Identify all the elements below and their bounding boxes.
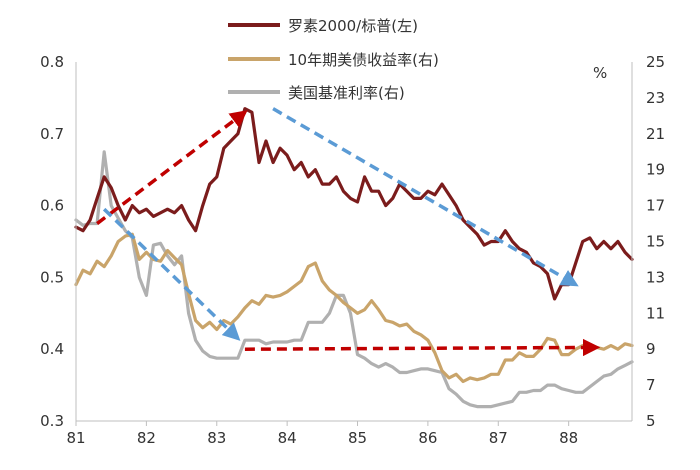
right-axis-tick-label: 25 xyxy=(646,53,665,71)
trend-arrow-3 xyxy=(244,338,601,357)
x-axis-tick-label: 82 xyxy=(137,429,156,447)
legend-label-russell-sp: 罗素2000/标普(左) xyxy=(288,17,418,35)
legend-item-10y-yield[interactable]: 10年期美债收益率(右) xyxy=(228,51,439,69)
x-axis-tick-label: 87 xyxy=(489,429,508,447)
series-layer xyxy=(74,107,634,409)
series-line-1 xyxy=(74,232,634,384)
x-axis-tick-label: 83 xyxy=(207,429,226,447)
right-axis-tick-label: 5 xyxy=(646,412,656,430)
legend: 罗素2000/标普(左) 10年期美债收益率(右) 美国基准利率(右) xyxy=(228,17,439,102)
series-line-0 xyxy=(74,107,634,301)
right-axis-tick-label: 23 xyxy=(646,89,665,107)
left-axis-tick-label: 0.4 xyxy=(40,340,64,358)
right-axis-tick-label: 7 xyxy=(646,376,656,394)
left-axis-tick-label: 0.6 xyxy=(40,197,64,215)
trend-arrow-1 xyxy=(272,107,579,287)
left-axis-tick-label: 0.8 xyxy=(40,53,64,71)
right-axis-tick-label: 17 xyxy=(646,197,665,215)
left-axis-tick-label: 0.5 xyxy=(40,268,64,286)
right-axis-tick-label: 9 xyxy=(646,340,656,358)
right-axis-tick-label: 13 xyxy=(646,268,665,286)
legend-item-fed-rate[interactable]: 美国基准利率(右) xyxy=(228,84,405,102)
right-axis-unit-label: % xyxy=(593,64,607,82)
x-axis-tick-label: 81 xyxy=(66,429,85,447)
trend-arrow-2 xyxy=(102,207,241,341)
right-axis-tick-label: 19 xyxy=(646,161,665,179)
legend-label-10y-yield: 10年期美债收益率(右) xyxy=(288,51,439,69)
x-axis-tick-label: 88 xyxy=(559,429,578,447)
right-axis-tick-label: 15 xyxy=(646,233,665,251)
x-axis-tick-label: 86 xyxy=(418,429,437,447)
series-line-2 xyxy=(74,150,634,409)
legend-label-fed-rate: 美国基准利率(右) xyxy=(288,84,405,102)
legend-item-russell-sp[interactable]: 罗素2000/标普(左) xyxy=(228,17,418,35)
x-axis-tick-label: 85 xyxy=(348,429,367,447)
axis-layer: 0.3 0.4 0.5 0.6 0.7 0.8 5 7 9 11 13 15 17 19 21 23 25 81 8… xyxy=(40,53,665,447)
left-axis-tick-label: 0.3 xyxy=(40,412,64,430)
right-axis-tick-label: 21 xyxy=(646,125,665,143)
left-axis-tick-label: 0.7 xyxy=(40,125,64,143)
annotation-layer xyxy=(96,107,601,357)
x-axis-tick-label: 84 xyxy=(278,429,297,447)
right-axis-tick-label: 11 xyxy=(646,304,665,322)
